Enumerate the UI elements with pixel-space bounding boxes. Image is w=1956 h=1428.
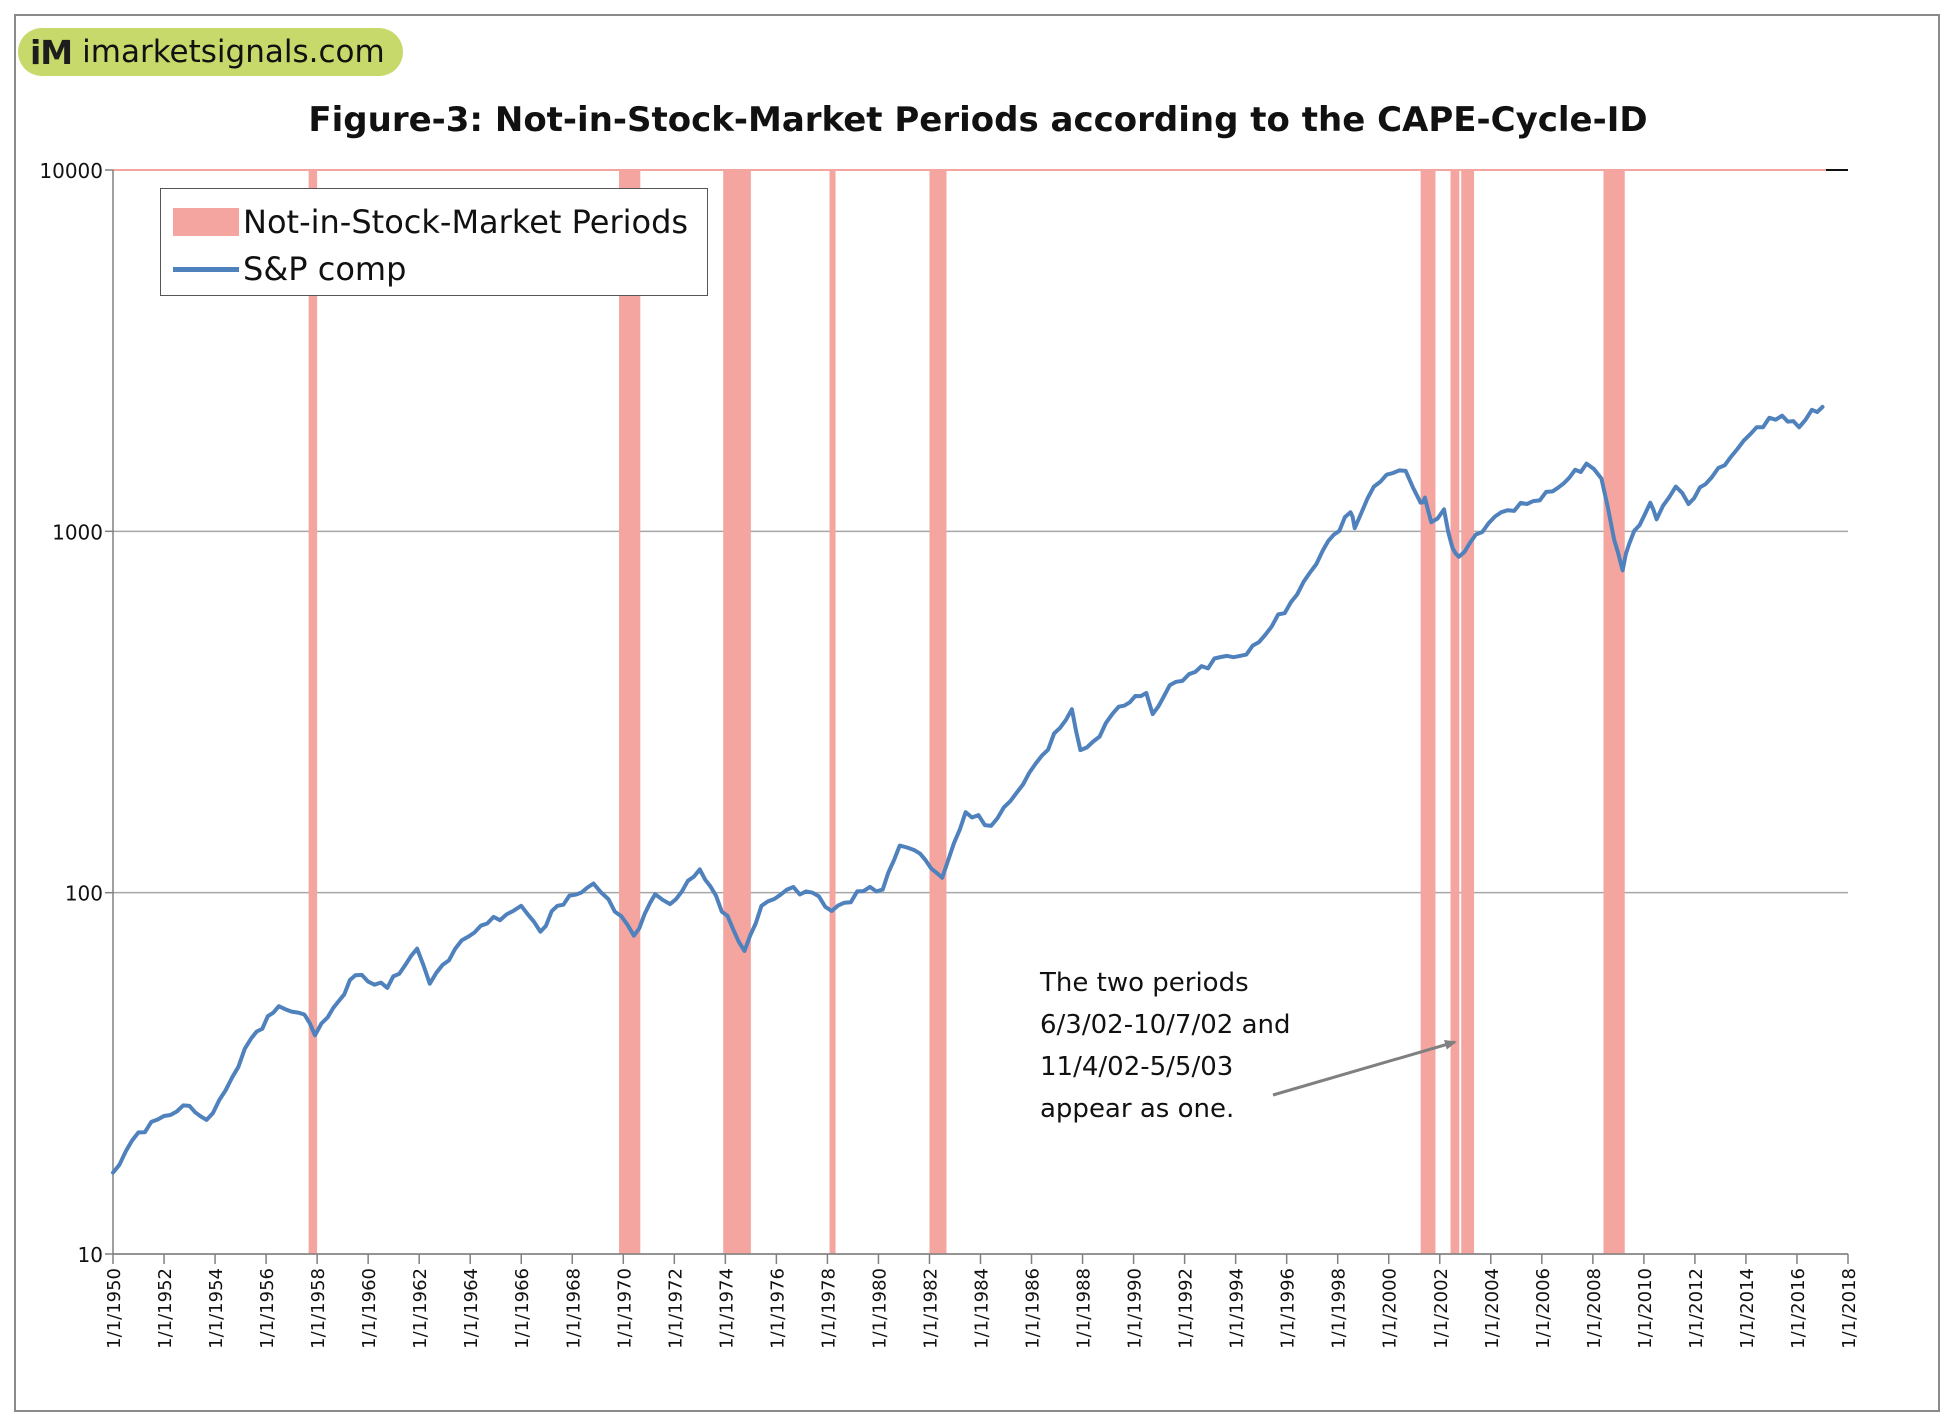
- y-tick-label: 10: [78, 1243, 103, 1267]
- y-tick-label: 10000: [39, 159, 103, 183]
- period-band: [308, 170, 318, 1254]
- chart-legend: Not-in-Stock-Market Periods S&P comp: [160, 188, 708, 296]
- x-tick-label: 1/1/1964: [461, 1268, 482, 1349]
- x-tick-label: 1/1/1966: [512, 1268, 533, 1349]
- x-tick-label: 1/1/1972: [665, 1268, 686, 1349]
- x-tick-label: 1/1/2000: [1380, 1268, 1401, 1349]
- legend-label-periods: Not-in-Stock-Market Periods: [243, 203, 689, 241]
- x-tick-label: 1/1/1954: [206, 1268, 227, 1349]
- period-band: [1603, 170, 1625, 1254]
- period-band: [829, 170, 836, 1254]
- x-tick-label: 1/1/2006: [1533, 1268, 1554, 1349]
- annotation-line: 6/3/02-10/7/02 and: [1040, 1010, 1291, 1040]
- x-tick-label: 1/1/1968: [563, 1268, 584, 1349]
- x-tick-label: 1/1/1998: [1329, 1268, 1350, 1349]
- period-band: [619, 170, 641, 1254]
- y-tick-label: 1000: [52, 520, 103, 544]
- legend-swatch-sp: [173, 266, 239, 272]
- x-tick-label: 1/1/1992: [1176, 1268, 1197, 1349]
- x-tick-label: 1/1/1982: [920, 1268, 941, 1349]
- logo-text: imarketsignals.com: [82, 34, 385, 70]
- annotation-line: The two periods: [1040, 968, 1249, 998]
- x-tick-label: 1/1/2014: [1737, 1268, 1758, 1349]
- period-band: [723, 170, 751, 1254]
- x-tick-label: 1/1/1976: [767, 1268, 788, 1349]
- x-tick-label: 1/1/2018: [1839, 1268, 1860, 1349]
- annotation-line: appear as one.: [1040, 1094, 1235, 1124]
- chart-annotation: The two periods 6/3/02-10/7/02 and 11/4/…: [1040, 962, 1290, 1130]
- x-tick-label: 1/1/2016: [1788, 1268, 1809, 1349]
- x-tick-label: 1/1/1974: [716, 1268, 737, 1349]
- x-tick-label: 1/1/1956: [257, 1268, 278, 1349]
- x-tick-label: 1/1/1962: [410, 1268, 431, 1349]
- x-tick-label: 1/1/1970: [614, 1268, 635, 1349]
- y-tick-label: 100: [65, 882, 103, 906]
- x-tick-label: 1/1/1958: [308, 1268, 329, 1349]
- legend-label-sp: S&P comp: [243, 250, 407, 288]
- x-tick-label: 1/1/1986: [1023, 1268, 1044, 1349]
- period-band: [1450, 170, 1460, 1254]
- x-tick-label: 1/1/2004: [1482, 1268, 1503, 1349]
- x-tick-label: 1/1/1978: [818, 1268, 839, 1349]
- x-tick-label: 1/1/1996: [1278, 1268, 1299, 1349]
- x-tick-label: 1/1/1952: [155, 1268, 176, 1349]
- x-tick-label: 1/1/1960: [359, 1268, 380, 1349]
- period-band: [1461, 170, 1475, 1254]
- x-tick-label: 1/1/2010: [1635, 1268, 1656, 1349]
- x-tick-label: 1/1/1984: [972, 1268, 993, 1349]
- legend-item-sp: S&P comp: [161, 249, 406, 289]
- x-tick-label: 1/1/2012: [1686, 1268, 1707, 1349]
- period-band: [929, 170, 947, 1254]
- x-tick-label: 1/1/1988: [1074, 1268, 1095, 1349]
- legend-item-periods: Not-in-Stock-Market Periods: [161, 202, 688, 242]
- legend-swatch-periods: [173, 208, 239, 236]
- series-line-sp-comp: [111, 404, 1825, 1175]
- x-tick-label: 1/1/1980: [869, 1268, 890, 1349]
- annotation-arrow: [1272, 1039, 1457, 1097]
- annotation-line: 11/4/02-5/5/03: [1040, 1052, 1234, 1082]
- chart-title: Figure-3: Not-in-Stock-Market Periods ac…: [308, 100, 1648, 140]
- x-tick-label: 1/1/2002: [1431, 1268, 1452, 1349]
- x-tick-label: 1/1/1990: [1125, 1268, 1146, 1349]
- x-tick-label: 1/1/1950: [104, 1268, 125, 1349]
- site-logo: iM imarketsignals.com: [18, 28, 403, 76]
- x-tick-label: 1/1/2008: [1584, 1268, 1605, 1349]
- period-band: [1420, 170, 1436, 1254]
- logo-mark: iM: [30, 32, 73, 72]
- x-tick-label: 1/1/1994: [1227, 1268, 1248, 1349]
